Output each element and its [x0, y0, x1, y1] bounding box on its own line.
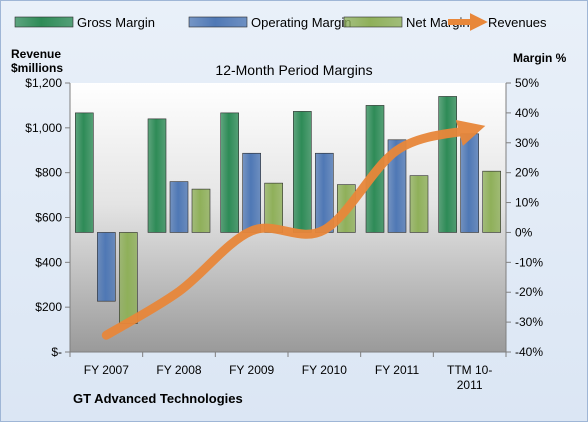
bar-operating-margin-0	[97, 232, 116, 302]
x-tick-label: FY 2009	[229, 363, 274, 377]
bar-net-margin-4	[409, 175, 429, 233]
right-tick-label: -20%	[515, 285, 543, 299]
legend: Gross Margin Operating Margin Net Margin Re…	[14, 13, 547, 31]
left-axis-title-line2: $millions	[11, 61, 63, 75]
right-tick-label: 40%	[515, 106, 539, 120]
legend-label-net-margin: Net Margin	[406, 15, 470, 30]
legend-swatch-operating-margin	[188, 16, 248, 28]
left-tick-label: $1,000	[25, 121, 62, 135]
bar-net-margin-1	[191, 188, 211, 233]
right-tick-label: 0%	[515, 225, 533, 239]
right-tick-label: 20%	[515, 166, 539, 180]
bar-gross-margin-3	[293, 111, 312, 233]
bar-gross-margin-1	[147, 118, 167, 233]
left-tick-label: $1,200	[25, 76, 62, 90]
bar-operating-margin-4	[387, 139, 407, 233]
x-tick-label: FY 2011	[375, 363, 420, 377]
bar-net-margin-5	[482, 170, 501, 233]
bars	[75, 96, 501, 324]
left-tick-label: $200	[35, 300, 62, 314]
bar-operating-margin-5	[460, 133, 479, 233]
right-tick-label: -30%	[515, 315, 543, 329]
legend-label-revenues: Revenues	[488, 15, 547, 30]
right-tick-label: 30%	[515, 136, 539, 150]
bar-gross-margin-2	[220, 112, 239, 233]
chart-title: 12-Month Period Margins	[215, 62, 372, 78]
left-tick-label: $600	[35, 211, 62, 225]
legend-label-gross-margin: Gross Margin	[77, 15, 155, 30]
left-tick-label: $400	[35, 255, 62, 269]
legend-swatch-gross-margin	[14, 16, 74, 28]
right-tick-label: -40%	[515, 345, 543, 359]
bar-operating-margin-2	[242, 152, 261, 233]
plot-area	[70, 83, 506, 352]
right-tick-label: -10%	[515, 255, 543, 269]
legend-label-operating-margin: Operating Margin	[251, 15, 351, 30]
bar-net-margin-0	[119, 232, 138, 324]
right-axis-title: Margin %	[513, 51, 567, 65]
x-tick-label: FY 2007	[84, 363, 129, 377]
revenue-line	[101, 119, 486, 340]
right-tick-label: 50%	[515, 76, 539, 90]
left-tick-label: $800	[35, 166, 62, 180]
right-tick-label: 10%	[515, 196, 539, 210]
x-tick-label: FY 2008	[156, 363, 201, 377]
bar-operating-margin-1	[169, 181, 189, 233]
x-tick-label: FY 2010	[302, 363, 347, 377]
left-axis-title-line1: Revenue	[11, 47, 61, 61]
left-tick-label: $-	[51, 345, 62, 359]
x-tick-label: TTM 10-2011	[447, 363, 492, 392]
legend-swatch-net-margin	[343, 16, 403, 28]
company-name: GT Advanced Technologies	[73, 391, 243, 406]
bar-gross-margin-5	[438, 96, 457, 233]
bar-gross-margin-0	[75, 112, 94, 233]
